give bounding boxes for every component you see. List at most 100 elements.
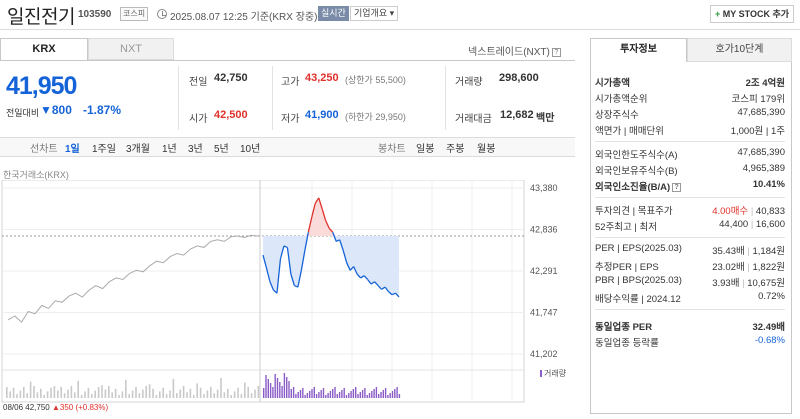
today-line-segment bbox=[297, 270, 302, 288]
today-line-segment bbox=[304, 232, 309, 251]
tab-nxt[interactable]: NXT bbox=[88, 38, 174, 60]
volume-bar bbox=[341, 390, 343, 398]
volume-bar bbox=[286, 377, 288, 398]
x-tick-label: 10:00 bbox=[301, 404, 324, 405]
volume-bar bbox=[19, 390, 22, 398]
period-3y[interactable]: 3년 bbox=[188, 144, 203, 155]
period-weekly[interactable]: 주봉 bbox=[446, 144, 465, 155]
today-line-segment bbox=[262, 254, 268, 269]
volume-bar bbox=[338, 392, 341, 398]
volume-bar bbox=[135, 386, 137, 398]
amount-unit: 백만 bbox=[536, 113, 555, 124]
volume-bar bbox=[299, 390, 302, 398]
volume-bar bbox=[91, 394, 93, 398]
today-line-segment bbox=[384, 286, 390, 293]
change-label: 전일대비 bbox=[6, 108, 40, 118]
volume-bar bbox=[165, 394, 168, 398]
period-5y[interactable]: 5년 bbox=[214, 144, 229, 155]
tab-orderbook[interactable]: 호가10단계 bbox=[687, 38, 792, 62]
volume-bar bbox=[384, 388, 387, 398]
volume-bar bbox=[159, 391, 161, 398]
volume-bar bbox=[257, 386, 260, 398]
volume-bar bbox=[220, 378, 222, 398]
volume-bar bbox=[230, 395, 232, 398]
volume-bar bbox=[63, 393, 66, 398]
divider bbox=[272, 66, 273, 130]
volume-bar bbox=[9, 391, 11, 398]
candle-chart-label[interactable]: 봉차트 bbox=[378, 144, 406, 155]
volume-bar bbox=[309, 391, 311, 398]
period-1w[interactable]: 1주일 bbox=[92, 144, 116, 155]
volume-bar bbox=[292, 387, 295, 398]
open-value: 42,500 bbox=[214, 109, 248, 121]
period-monthly[interactable]: 월봉 bbox=[477, 144, 496, 155]
volume-bar bbox=[398, 394, 401, 398]
volume-bar bbox=[67, 389, 69, 398]
tab-invest-info[interactable]: 투자정보 bbox=[590, 38, 687, 62]
today-line-segment bbox=[339, 239, 344, 251]
period-1y[interactable]: 1년 bbox=[162, 144, 177, 155]
today-line-segment bbox=[321, 209, 327, 221]
volume-bar bbox=[394, 389, 396, 398]
low-value: 41,900 bbox=[305, 109, 339, 121]
volume-bar bbox=[281, 386, 283, 398]
period-line-chart[interactable]: 선차트 bbox=[30, 144, 58, 155]
volume-bar bbox=[108, 386, 110, 398]
today-line-segment bbox=[325, 220, 330, 229]
today-line-segment bbox=[265, 267, 271, 282]
volume-bar bbox=[169, 390, 171, 398]
volume-bar bbox=[357, 394, 359, 398]
volume-bar bbox=[223, 392, 226, 398]
volume-bar bbox=[138, 393, 141, 398]
volume-bar bbox=[315, 394, 318, 398]
high-label: 고가 bbox=[281, 77, 300, 88]
realtime-badge[interactable]: 실시간 bbox=[318, 6, 349, 21]
today-line-segment bbox=[377, 285, 383, 290]
x-tick-label: 11:00 bbox=[341, 404, 363, 405]
volume-bar bbox=[111, 392, 113, 398]
volume-bar bbox=[332, 389, 334, 398]
volume-bar bbox=[391, 391, 394, 398]
period-10y[interactable]: 10년 bbox=[240, 144, 261, 155]
volume-bar bbox=[327, 393, 329, 398]
nxt-link-label: 넥스트레이드(NXT) bbox=[468, 47, 550, 58]
company-overview-dropdown[interactable]: 기업개요 ▾ bbox=[350, 6, 399, 21]
invest-row: PBR | BPS(2025.03) 3.93배 | 10,675원 bbox=[595, 275, 785, 289]
volume-bar bbox=[186, 392, 188, 398]
period-1d[interactable]: 1일 bbox=[65, 144, 80, 155]
nxt-link[interactable]: 넥스트레이드(NXT)? bbox=[468, 43, 561, 58]
price-change-pct: -1.87% bbox=[83, 103, 122, 117]
prev-close-value: 42,750 bbox=[214, 72, 248, 84]
volume-bar bbox=[288, 381, 290, 398]
volume-bar bbox=[325, 395, 327, 398]
volume-bar bbox=[265, 375, 267, 398]
volume-bar bbox=[206, 390, 209, 398]
volume-bar bbox=[94, 390, 96, 398]
volume-bar bbox=[227, 388, 229, 398]
today-line-segment bbox=[391, 292, 396, 296]
period-daily[interactable]: 일봉 bbox=[416, 144, 435, 155]
volume-bar bbox=[53, 386, 56, 398]
current-price: 41,950 bbox=[6, 72, 77, 100]
price-chart[interactable]: 43,380 42,836 42,291 41,747 41,202 08/06 08/07… bbox=[0, 180, 580, 405]
today-line-segment bbox=[307, 216, 313, 233]
volume-bar bbox=[290, 389, 292, 398]
volume-bar bbox=[43, 395, 45, 398]
today-line-segment bbox=[367, 279, 372, 285]
price-change: ▼800 bbox=[40, 103, 72, 117]
volume-bar bbox=[304, 395, 306, 398]
open-label: 시가 bbox=[189, 114, 208, 125]
add-mystock-button[interactable]: + MY STOCK 추가 bbox=[710, 5, 794, 23]
volume-bar bbox=[313, 387, 315, 398]
help-icon[interactable]: ? bbox=[551, 48, 561, 57]
volume-bar bbox=[276, 378, 279, 398]
volume-bar bbox=[74, 392, 76, 398]
stock-code: 103590 bbox=[78, 9, 112, 20]
volume-bar bbox=[148, 384, 151, 398]
volume-bar bbox=[320, 390, 322, 398]
period-3m[interactable]: 3개월 bbox=[126, 144, 150, 155]
volume-bar bbox=[345, 395, 348, 398]
tab-krx[interactable]: KRX bbox=[0, 38, 88, 60]
volume-bar bbox=[240, 394, 243, 398]
volume-bar bbox=[368, 393, 371, 398]
